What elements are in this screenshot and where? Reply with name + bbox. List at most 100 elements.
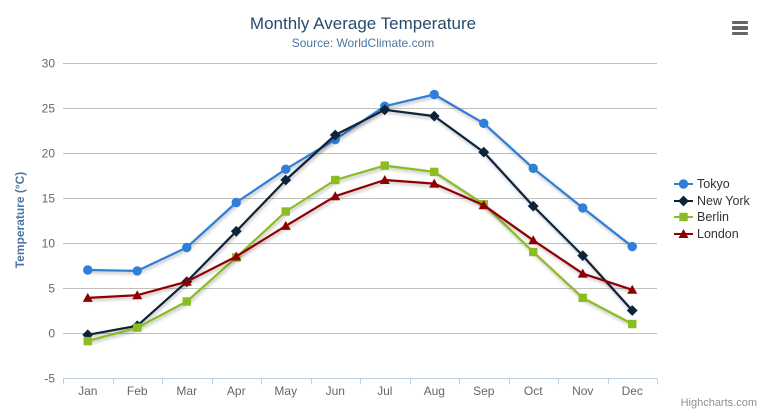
y-axis-label: 15 bbox=[42, 192, 56, 206]
triangle-marker-icon[interactable] bbox=[577, 268, 588, 278]
triangle-marker-icon bbox=[674, 228, 693, 238]
hamburger-menu-icon bbox=[732, 26, 748, 30]
square-marker-icon[interactable] bbox=[331, 175, 340, 185]
legend-item-new-york[interactable]: New York bbox=[674, 193, 750, 210]
square-marker-icon[interactable] bbox=[578, 293, 587, 303]
x-axis-label: Nov bbox=[572, 384, 593, 398]
circle-marker-icon[interactable] bbox=[429, 89, 439, 100]
square-marker-icon[interactable] bbox=[380, 161, 389, 170]
series-line-london bbox=[86, 178, 634, 299]
series-london bbox=[82, 175, 638, 302]
legend-label-new-york: New York bbox=[697, 193, 750, 208]
chart-subtitle: Source: WorldClimate.com bbox=[291, 36, 435, 50]
x-axis-label: Sep bbox=[473, 384, 495, 398]
series-line-berlin bbox=[86, 164, 634, 343]
y-axis-label: 25 bbox=[42, 102, 56, 116]
x-axis-label: Jul bbox=[377, 384, 392, 398]
y-axis-label: 5 bbox=[48, 282, 55, 296]
diamond-marker-icon[interactable] bbox=[379, 104, 391, 116]
diamond-marker-icon[interactable] bbox=[478, 146, 490, 158]
y-axis-label: 30 bbox=[42, 57, 56, 71]
circle-marker-icon[interactable] bbox=[83, 265, 93, 275]
gridlines bbox=[63, 63, 657, 379]
diamond-marker-icon[interactable] bbox=[230, 225, 242, 237]
triangle-marker-icon[interactable] bbox=[82, 292, 93, 302]
triangle-marker-icon[interactable] bbox=[478, 200, 489, 210]
y-axis-label: 10 bbox=[42, 237, 56, 251]
series-line-new-york bbox=[86, 108, 634, 336]
square-marker-icon bbox=[679, 213, 688, 222]
x-axis-label: Mar bbox=[176, 384, 197, 398]
square-marker-icon[interactable] bbox=[529, 247, 538, 257]
credits-link[interactable]: Highcharts.com bbox=[680, 397, 757, 409]
triangle-marker-icon[interactable] bbox=[429, 178, 440, 188]
circle-marker-icon[interactable] bbox=[528, 163, 538, 173]
legend-label-berlin: Berlin bbox=[697, 210, 729, 225]
legend-item-london[interactable]: London bbox=[674, 226, 750, 243]
legend-label-tokyo: Tokyo bbox=[697, 177, 730, 192]
diamond-marker-icon[interactable] bbox=[527, 200, 539, 212]
triangle-marker-icon[interactable] bbox=[627, 284, 638, 294]
series-tokyo bbox=[83, 89, 637, 276]
y-axis-title: Temperature (°C) bbox=[13, 172, 27, 269]
triangle-marker-icon[interactable] bbox=[379, 175, 390, 184]
y-axis-labels: -5 0 5 10 15 20 25 30 bbox=[42, 57, 56, 386]
triangle-marker-icon[interactable] bbox=[528, 235, 539, 245]
diamond-marker-icon bbox=[674, 195, 693, 207]
square-marker-icon[interactable] bbox=[628, 319, 637, 329]
circle-marker-icon bbox=[678, 179, 689, 189]
square-marker-icon[interactable] bbox=[133, 323, 142, 332]
square-marker-icon[interactable] bbox=[281, 207, 290, 216]
square-marker-icon[interactable] bbox=[430, 167, 439, 177]
series-berlin bbox=[83, 161, 637, 346]
y-axis-label: -5 bbox=[44, 372, 55, 386]
x-axis-label: Aug bbox=[424, 384, 445, 398]
x-axis-label: May bbox=[274, 384, 297, 398]
export-menu-button[interactable] bbox=[728, 16, 752, 40]
triangle-marker-icon[interactable] bbox=[181, 276, 192, 286]
series-new-york bbox=[82, 104, 638, 341]
circle-marker-icon[interactable] bbox=[578, 203, 588, 213]
diamond-marker-icon bbox=[678, 195, 689, 207]
circle-marker-icon[interactable] bbox=[132, 266, 142, 276]
x-axis-labels: Jan Feb Mar Apr May Jun Jul Aug Sep Oct Nov Dec bbox=[78, 384, 643, 398]
diamond-marker-icon[interactable] bbox=[577, 250, 589, 261]
circle-marker-icon[interactable] bbox=[479, 118, 489, 128]
hamburger-menu-icon bbox=[732, 20, 748, 24]
x-axis-label: Jan bbox=[78, 384, 97, 398]
y-axis-label: 0 bbox=[48, 327, 55, 341]
series-line-tokyo bbox=[86, 93, 634, 272]
diamond-marker-icon[interactable] bbox=[329, 129, 341, 141]
circle-marker-icon[interactable] bbox=[182, 242, 192, 253]
square-marker-icon[interactable] bbox=[83, 336, 92, 346]
x-axis-label: Feb bbox=[127, 384, 148, 398]
legend-label-london: London bbox=[697, 226, 739, 241]
diamond-marker-icon[interactable] bbox=[428, 110, 440, 122]
triangle-marker-icon[interactable] bbox=[231, 251, 242, 261]
diamond-marker-icon[interactable] bbox=[626, 305, 638, 316]
y-axis-label: 20 bbox=[42, 147, 56, 161]
circle-marker-icon[interactable] bbox=[231, 197, 241, 208]
x-axis-label: Jun bbox=[326, 384, 345, 398]
circle-marker-icon[interactable] bbox=[281, 164, 291, 174]
x-axis-label: Apr bbox=[227, 384, 246, 398]
x-axis-label: Oct bbox=[524, 384, 543, 398]
legend: Tokyo New York Berlin London bbox=[674, 176, 750, 242]
circle-marker-icon bbox=[674, 179, 693, 189]
triangle-marker-icon[interactable] bbox=[330, 191, 341, 201]
square-marker-icon bbox=[674, 213, 693, 222]
triangle-marker-icon[interactable] bbox=[132, 290, 143, 300]
diamond-marker-icon[interactable] bbox=[280, 174, 292, 186]
x-axis bbox=[63, 378, 658, 385]
triangle-marker-icon bbox=[678, 228, 689, 238]
legend-item-berlin[interactable]: Berlin bbox=[674, 209, 750, 226]
chart-title: Monthly Average Temperature bbox=[249, 14, 477, 33]
x-axis-label: Dec bbox=[622, 384, 643, 398]
triangle-marker-icon[interactable] bbox=[280, 220, 291, 230]
legend-item-tokyo[interactable]: Tokyo bbox=[674, 176, 750, 193]
circle-marker-icon[interactable] bbox=[627, 241, 637, 252]
series bbox=[82, 89, 638, 346]
square-marker-icon[interactable] bbox=[182, 297, 191, 306]
